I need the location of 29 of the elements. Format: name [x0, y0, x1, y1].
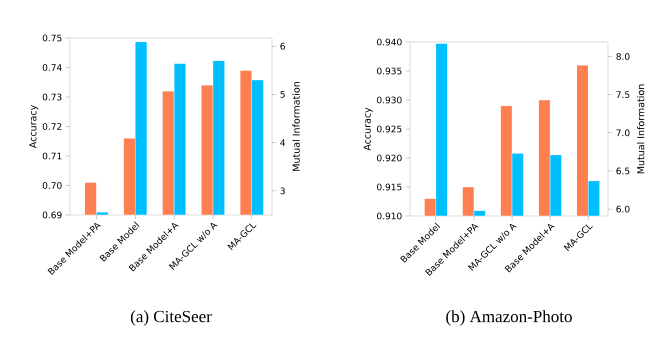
y-tick-label: 0.69 — [42, 212, 62, 218]
y-tick-label: 0.925 — [377, 126, 402, 132]
y-tick-label: 0.940 — [377, 38, 402, 46]
y-tick-label: 0.71 — [42, 152, 62, 160]
y-tick-label: 0.70 — [42, 182, 62, 189]
y-tick-label: 0.74 — [42, 64, 62, 71]
y-axis-title: Accuracy — [364, 108, 373, 151]
y2-axis-title: Mutual Information — [292, 82, 300, 171]
y-tick-label: 0.935 — [377, 68, 402, 74]
y2-tick-label: 3 — [280, 187, 285, 194]
y-tick-label: 0.75 — [42, 34, 62, 42]
y2-tick-label: 6.0 — [616, 206, 630, 213]
y2-tick-label: 6.5 — [616, 168, 630, 174]
text: (b) Amazon-Photo — [446, 310, 572, 326]
y-tick-label: 0.72 — [42, 123, 62, 130]
text: (a) CiteSeer — [130, 310, 212, 326]
y-tick-label: 0.920 — [377, 154, 402, 162]
y2-tick-label: 8.0 — [616, 53, 630, 60]
y2-tick-label: 6 — [280, 42, 285, 50]
y-tick-label: 0.910 — [377, 212, 402, 220]
y-tick-label: 0.930 — [377, 96, 402, 104]
y2-tick-label: 7.5 — [616, 91, 630, 98]
y-axis-title: Accuracy — [29, 105, 38, 148]
y-tick-label: 0.73 — [42, 94, 62, 100]
y2-axis-title: Mutual Information — [636, 84, 644, 174]
y2-tick-label: 4 — [280, 139, 286, 146]
y-tick-label: 0.915 — [377, 184, 402, 190]
y2-tick-label: 7.0 — [616, 129, 630, 136]
y2-tick-label: 5 — [280, 91, 285, 98]
